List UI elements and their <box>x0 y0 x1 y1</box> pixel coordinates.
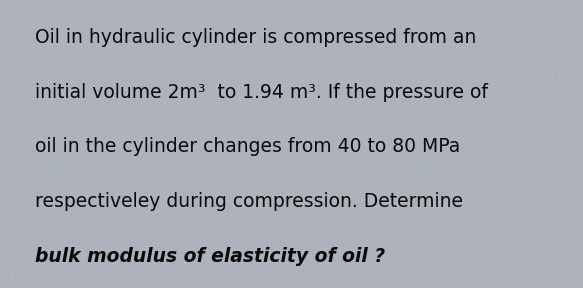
Text: respectiveley during compression. Determine: respectiveley during compression. Determ… <box>35 192 463 211</box>
Text: bulk modulus of elasticity of oil ?: bulk modulus of elasticity of oil ? <box>35 247 385 266</box>
Text: initial volume 2m³  to 1.94 m³. If the pressure of: initial volume 2m³ to 1.94 m³. If the pr… <box>35 83 488 102</box>
Text: Oil in hydraulic cylinder is compressed from an: Oil in hydraulic cylinder is compressed … <box>35 28 476 47</box>
Text: oil in the cylinder changes from 40 to 80 MPa: oil in the cylinder changes from 40 to 8… <box>35 137 460 156</box>
